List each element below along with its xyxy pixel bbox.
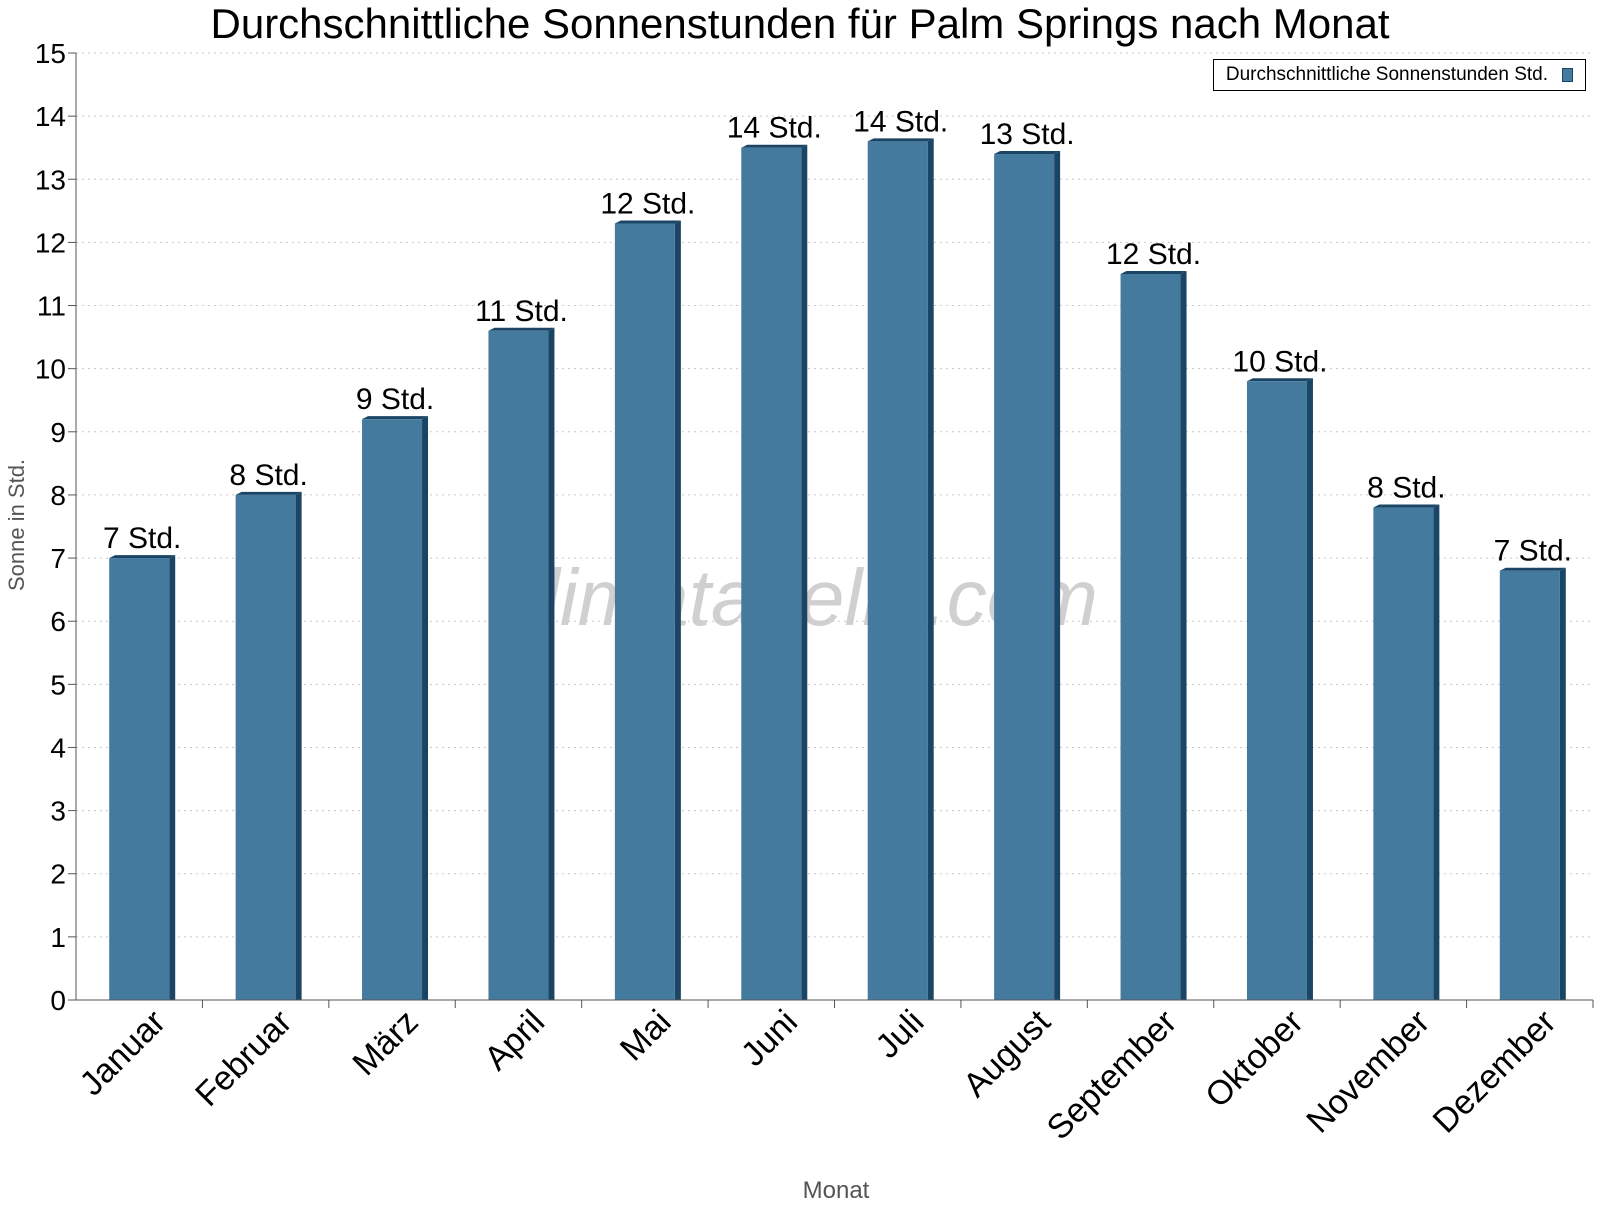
x-tick-label: Januar bbox=[72, 1003, 172, 1103]
bar-januar bbox=[109, 558, 170, 1000]
bar-side bbox=[422, 416, 429, 1000]
bar-top bbox=[741, 144, 808, 148]
y-tick-label: 13 bbox=[35, 164, 66, 195]
data-label: 12 Std. bbox=[600, 187, 695, 220]
bar-top bbox=[1373, 504, 1440, 508]
bar-top bbox=[235, 491, 302, 495]
y-tick-label: 11 bbox=[37, 291, 66, 322]
y-axis-title: Sonne in Std. bbox=[4, 459, 29, 591]
y-tick-label: 10 bbox=[35, 354, 66, 385]
data-label: 7 Std. bbox=[103, 522, 181, 555]
y-tick-label: 9 bbox=[50, 417, 66, 448]
bar-november bbox=[1373, 507, 1434, 1000]
y-tick-label: 5 bbox=[50, 669, 66, 700]
y-tick-label: 2 bbox=[50, 859, 66, 890]
x-tick-label: Februar bbox=[188, 1003, 299, 1114]
bar-top bbox=[614, 220, 681, 224]
x-tick-label: Dezember bbox=[1426, 1003, 1564, 1141]
data-label: 11 Std. bbox=[475, 295, 568, 328]
bar-side bbox=[801, 144, 808, 1000]
bar-side bbox=[295, 491, 302, 1000]
bars bbox=[109, 138, 1566, 1001]
data-label: 9 Std. bbox=[356, 383, 434, 416]
bar-side bbox=[1433, 504, 1440, 1000]
bar-side bbox=[1559, 567, 1566, 1000]
bar-top bbox=[867, 138, 934, 142]
x-tick-label: Oktober bbox=[1198, 1003, 1310, 1115]
bar-side bbox=[1054, 151, 1061, 1001]
chart-title: Durchschnittliche Sonnenstunden für Palm… bbox=[211, 0, 1390, 47]
y-tick-label: 3 bbox=[50, 796, 66, 827]
bar-side bbox=[169, 555, 176, 1000]
bar-top bbox=[994, 151, 1061, 155]
bar-top bbox=[1246, 378, 1313, 382]
y-tick-label: 14 bbox=[35, 101, 66, 132]
x-axis-title: Monat bbox=[803, 1177, 870, 1200]
bar-top bbox=[1120, 270, 1187, 274]
legend-label: Durchschnittliche Sonnenstunden Std. bbox=[1225, 64, 1548, 85]
data-label: 8 Std. bbox=[229, 459, 307, 492]
y-tick-label: 0 bbox=[50, 985, 66, 1016]
bar-august bbox=[994, 154, 1055, 1001]
y-tick-label: 8 bbox=[50, 480, 66, 511]
x-tick-label: März bbox=[345, 1003, 425, 1083]
bar-side bbox=[927, 138, 934, 1001]
bar-februar bbox=[235, 494, 296, 1000]
bar-side bbox=[548, 327, 555, 1001]
bar-juni bbox=[741, 147, 802, 1000]
data-label: 10 Std. bbox=[1232, 345, 1327, 378]
y-tick-label: 15 bbox=[35, 38, 66, 69]
bar-märz bbox=[362, 419, 423, 1000]
y-tick-label: 1 bbox=[50, 922, 66, 953]
y-tick-label: 12 bbox=[35, 227, 66, 258]
bar-mai bbox=[614, 223, 675, 1000]
bar-side bbox=[1306, 378, 1313, 1000]
data-label: 7 Std. bbox=[1494, 535, 1572, 568]
x-tick-label: Mai bbox=[613, 1003, 679, 1069]
bar-juli bbox=[867, 141, 928, 1001]
x-tick-label: Juni bbox=[734, 1003, 805, 1074]
legend: Durchschnittliche Sonnenstunden Std. bbox=[1212, 59, 1586, 91]
x-tick-label: August bbox=[956, 1002, 1058, 1104]
bar-side bbox=[1180, 270, 1187, 1000]
bar-september bbox=[1120, 273, 1181, 1000]
bar-top bbox=[109, 555, 176, 559]
bar-april bbox=[488, 330, 549, 1001]
grid-lines bbox=[76, 52, 1593, 938]
x-tick-label: November bbox=[1299, 1003, 1437, 1141]
data-label: 14 Std. bbox=[727, 112, 822, 145]
bar-oktober bbox=[1246, 381, 1307, 1000]
y-tick-label: 7 bbox=[50, 543, 66, 574]
bar-top bbox=[362, 416, 429, 420]
x-tick-label: Juli bbox=[868, 1003, 931, 1066]
x-tick-label: April bbox=[477, 1003, 552, 1078]
y-tick-label: 6 bbox=[50, 606, 66, 637]
data-label: 13 Std. bbox=[980, 118, 1075, 151]
bar-side bbox=[674, 220, 681, 1000]
y-tick-label: 4 bbox=[50, 732, 66, 763]
x-tick-label: September bbox=[1040, 1003, 1184, 1147]
data-label: 14 Std. bbox=[853, 105, 948, 138]
value-labels: 7 Std. 8 Std. 9 Std. 11 Std. 12 Std. 14 Std. 1… bbox=[103, 105, 1572, 567]
data-label: 8 Std. bbox=[1367, 472, 1445, 505]
bar-dezember bbox=[1499, 570, 1560, 1000]
bar-top bbox=[1499, 567, 1566, 571]
data-label: 12 Std. bbox=[1106, 238, 1201, 271]
bar-top bbox=[488, 327, 555, 331]
legend-swatch bbox=[1562, 68, 1573, 82]
